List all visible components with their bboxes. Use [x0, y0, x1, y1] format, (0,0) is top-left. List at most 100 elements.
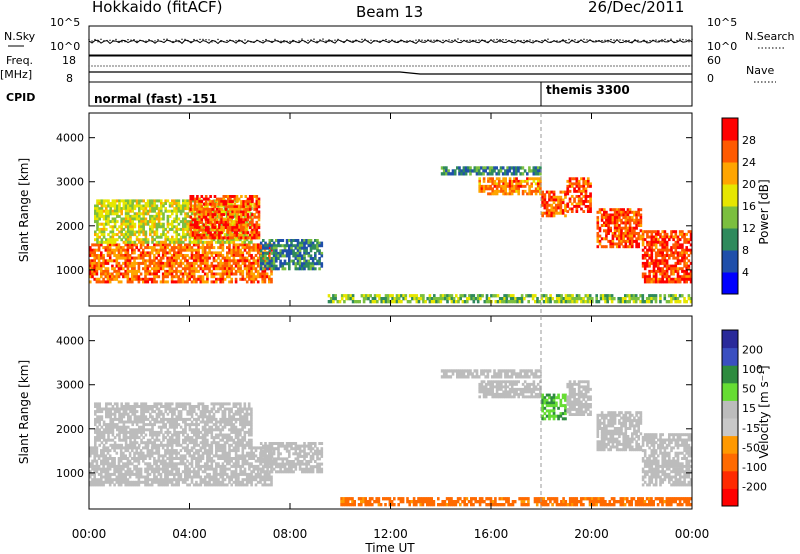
nsearch-point [121, 41, 123, 43]
data-cell [231, 205, 234, 209]
data-cell [245, 475, 249, 479]
data-cell [120, 207, 123, 211]
data-cell [117, 269, 121, 273]
data-cell [573, 197, 576, 201]
data-cell [128, 480, 132, 484]
data-cell [482, 177, 486, 181]
data-cell [568, 177, 572, 181]
data-cell [215, 233, 219, 237]
data-cell [543, 201, 547, 205]
data-cell [228, 467, 231, 471]
data-cell [148, 264, 152, 268]
data-cell [281, 262, 285, 266]
data-cell [201, 478, 205, 482]
data-cell [661, 243, 664, 247]
data-cell [255, 220, 259, 224]
data-cell [248, 248, 251, 252]
data-cell [184, 204, 187, 208]
data-cell [314, 244, 317, 248]
data-cell [95, 459, 99, 463]
data-cell [584, 300, 588, 304]
data-cell [155, 478, 158, 482]
data-cell [106, 272, 110, 276]
data-cell [102, 277, 105, 281]
data-cell [303, 239, 306, 242]
data-cell [489, 184, 492, 188]
data-cell [674, 251, 678, 255]
data-cell [102, 214, 106, 218]
data-cell [228, 238, 231, 242]
data-cell [562, 300, 566, 304]
data-cell [150, 454, 154, 458]
nsearch-point [283, 41, 285, 43]
data-cell [102, 449, 105, 453]
data-cell [111, 227, 115, 231]
data-cell [228, 261, 231, 265]
data-cell [225, 238, 229, 242]
data-cell [270, 239, 274, 242]
data-cell [437, 297, 440, 301]
data-cell [186, 212, 189, 216]
data-cell [182, 217, 185, 221]
data-cell [131, 483, 134, 487]
data-cell [248, 251, 251, 255]
data-cell [613, 242, 617, 246]
data-cell [270, 280, 273, 284]
data-cell [215, 264, 218, 268]
data-cell [135, 212, 139, 216]
data-cell [111, 259, 114, 263]
data-cell [456, 166, 459, 170]
data-cell [128, 246, 132, 250]
y-tick-label: 3000 [56, 176, 84, 189]
data-cell [217, 246, 220, 250]
data-cell [223, 259, 227, 263]
data-cell [568, 197, 572, 201]
data-cell [153, 457, 156, 460]
data-cell [189, 228, 193, 232]
data-cell [202, 228, 206, 232]
data-cell [151, 227, 154, 231]
data-cell [144, 202, 148, 205]
data-cell [220, 236, 223, 240]
data-cell [201, 267, 205, 271]
data-cell [665, 277, 669, 281]
data-cell [117, 267, 121, 271]
data-cell [255, 228, 259, 232]
data-cell [186, 467, 189, 471]
data-cell [229, 226, 232, 230]
nsearch-point [109, 39, 111, 41]
data-cell [155, 480, 158, 484]
data-cell [575, 182, 579, 186]
nsearch-point [136, 40, 138, 42]
data-cell [519, 184, 523, 188]
data-cell [131, 472, 134, 476]
data-cell [203, 246, 207, 250]
data-cell [681, 275, 684, 279]
data-cell [228, 251, 231, 255]
data-cell [150, 248, 154, 252]
data-cell [113, 277, 116, 281]
nave-point [577, 65, 579, 67]
data-cell [541, 201, 544, 205]
data-cell [263, 280, 267, 284]
data-cell [126, 483, 130, 487]
data-cell [268, 277, 271, 281]
data-cell [689, 232, 693, 236]
nsearch-point [328, 40, 330, 42]
data-cell [102, 240, 106, 244]
data-cell [210, 475, 214, 479]
data-cell [184, 199, 187, 203]
data-cell [620, 234, 623, 238]
data-cell [116, 199, 119, 203]
data-cell [140, 220, 143, 224]
data-cell [232, 238, 236, 242]
data-cell [665, 243, 669, 247]
data-cell [146, 246, 150, 250]
data-cell [155, 269, 158, 273]
data-cell [240, 200, 243, 204]
data-cell [555, 195, 558, 199]
data-cell [231, 207, 234, 211]
data-cell [179, 204, 183, 208]
data-cell [254, 267, 258, 271]
